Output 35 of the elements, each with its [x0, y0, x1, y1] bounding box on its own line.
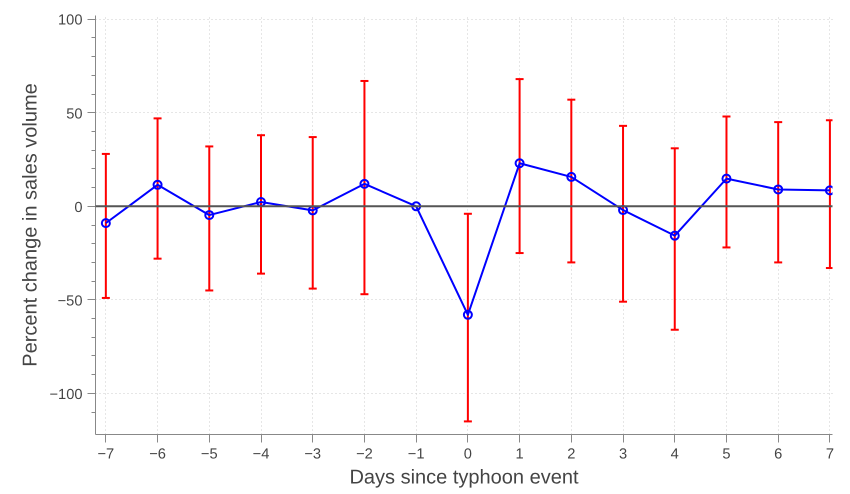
point — [566, 172, 576, 182]
x-tick-label: 5 — [722, 446, 731, 462]
point — [256, 197, 266, 207]
x-tick-label: −2 — [356, 446, 373, 462]
y-tick-label: −50 — [58, 293, 83, 310]
x-tick-label: 2 — [567, 446, 576, 462]
x-tick-label: 6 — [774, 446, 782, 462]
point — [773, 184, 784, 194]
y-axis-title: Percent change in sales volume — [19, 83, 42, 367]
x-axis-title: Days since typhoon event — [349, 466, 579, 488]
point — [152, 180, 163, 190]
point — [670, 230, 680, 241]
x-tick-label: −3 — [304, 446, 322, 462]
x-tick-label: 0 — [464, 446, 472, 462]
point — [618, 205, 628, 216]
point — [359, 178, 370, 189]
y-tick-label: 50 — [66, 106, 83, 122]
x-tick-label: 4 — [670, 446, 679, 462]
x-tick-label: 7 — [826, 446, 834, 462]
x-tick-label: −1 — [408, 446, 425, 462]
x-tick-label: −7 — [97, 446, 114, 462]
point — [514, 158, 525, 168]
x-tick-label: −4 — [252, 446, 270, 462]
x-tick-label: −6 — [149, 446, 166, 462]
y-tick-label: 100 — [58, 12, 83, 29]
point — [462, 310, 473, 320]
x-tick-label: 3 — [618, 446, 628, 462]
point — [204, 210, 214, 220]
y-tick-label: −100 — [49, 386, 83, 403]
x-tick-label: 1 — [516, 446, 524, 462]
y-tick-label: 0 — [74, 200, 83, 216]
point — [721, 174, 732, 184]
point — [411, 201, 422, 212]
point — [308, 205, 318, 216]
x-tick-label: −5 — [200, 446, 218, 462]
